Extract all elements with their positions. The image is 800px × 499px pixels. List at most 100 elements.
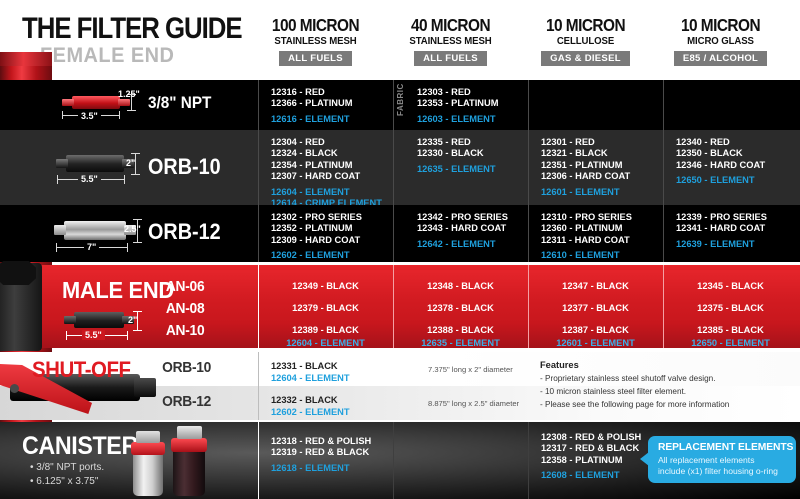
feature-item: - Please see the following page for more… [540,400,730,409]
shut-off-left: SHUT-OFF ORB-10 ORB-12 [0,352,258,420]
part-code-element: 12618 - ELEMENT [271,462,350,473]
part-code: 12303 - RED [417,87,471,97]
canister-black-body [173,449,205,496]
part-code-element: 12604 - ELEMENT [271,372,350,383]
part-code: 12330 - BLACK [417,148,484,159]
cell-3-8-npt-10-micron-micro-glass [663,80,798,130]
male-code-an-08-10mg: 12375 - BLACK [697,303,764,313]
part-code: 12316 - RED [271,87,325,97]
column-micron: 40 MICRON [410,15,491,35]
part-code: 12339 - PRO SERIES [676,212,767,222]
part-code: 12350 - BLACK [676,148,743,159]
part-code-element: 12602 - ELEMENT [271,406,350,417]
dim-length-tick-left [66,331,67,340]
page-title: THE FILTER GUIDE [22,12,243,45]
column-material: MICRO GLASS [687,36,754,47]
filter-3-8-npt-end-right [118,99,130,106]
part-code-element: 12650 - ELEMENT [676,175,755,186]
shut-off-row-label-orb-10: ORB-10 [162,359,212,376]
column-fuel-tag: E85 / ALCOHOL [673,51,768,66]
dim-diameter-tick-top [131,153,140,154]
part-code-element: 12608 - ELEMENT [541,470,620,481]
canister-cells: 12318 - RED & POLISH 12319 - RED & BLACK… [258,422,800,499]
dim-diameter-label: 1.25" [118,89,140,99]
row-left-orb-10: 5.5" 2" ORB-10 [0,130,258,205]
feature-item: - 10 micron stainless steel filter eleme… [540,387,687,396]
part-code: 12306 - HARD COAT [541,171,631,182]
dim-diameter-tick-top [127,94,136,95]
cell-canister-10-micron-cellulose: 12308 - RED & POLISH 12317 - RED & BLACK… [528,422,663,499]
male-element-40: 12635 - ELEMENT [421,338,500,348]
row-left-orb-12: 7" 2.5" ORB-12 [0,205,258,262]
shut-off-row-label-orb-12: ORB-12 [162,393,212,410]
male-end-left: MALE END 5.5" 2" AN-06 AN-08 AN-10 [0,261,258,351]
cell-canister-40-micron [393,422,528,499]
cell-orb-12-10-micron-micro-glass: 12339 - PRO SERIES 12341 - HARD COAT 126… [663,205,798,262]
feature-item: - Proprietary stainless steel shutoff va… [540,374,716,383]
row-cells-orb-12: 12302 - PRO SERIES 12352 - PLATINUM 1230… [258,205,800,262]
part-code: 12308 - RED & POLISH [541,432,642,442]
dim-diameter-tick-bottom [133,242,142,243]
part-code: 12318 - RED & POLISH [271,436,372,446]
canister-left: CANISTER • 3/8" NPT ports. • 6.125" x 3.… [0,422,258,499]
cell-orb-10-10-micron-cellulose: 12301 - RED 12321 - BLACK 12351 - PLATIN… [528,130,663,205]
male-code-an-08-10c: 12377 - BLACK [562,303,629,313]
part-code-element: 12602 - ELEMENT [271,250,350,261]
dim-diameter-line [135,153,136,175]
fabric-label: FABRIC [396,83,405,116]
male-element-10mg: 12650 - ELEMENT [691,338,770,348]
column-material: STAINLESS MESH [274,36,357,47]
part-code: 12332 - BLACK [271,395,338,405]
part-code-element: 12639 - ELEMENT [676,238,755,249]
part-code-element: 12616 - ELEMENT [271,113,350,124]
column-material: STAINLESS MESH [409,36,492,47]
dim-length-label: 7" [84,242,100,252]
part-code-element: 12610 - ELEMENT [541,250,620,261]
column-fuel-tag: ALL FUELS [414,51,487,66]
column-header-100-micron: 100 MICRON STAINLESS MESH ALL FUELS [248,16,383,66]
dim-length-label: 3.5" [78,111,101,121]
male-code-an-08-100: 12379 - BLACK [292,303,359,313]
cell-3-8-npt-10-micron-cellulose [528,80,663,130]
part-code: 12307 - HARD COAT [271,171,361,182]
dim-diameter-line [137,219,138,243]
part-code: 12301 - RED [541,137,595,147]
male-code-an-10-100: 12389 - BLACK [292,325,359,335]
row-cells-orb-10: 12304 - RED 12324 - BLACK 12354 - PLATIN… [258,130,800,208]
part-code: 12340 - RED [676,137,730,147]
part-code: 12317 - RED & BLACK [541,443,640,454]
an-fitting-art [0,263,42,351]
part-code-element: 12642 - ELEMENT [417,238,496,249]
filter-orb-10-body [66,155,124,172]
dim-diameter-tick-top [133,311,142,312]
column-fuel-tag: ALL FUELS [279,51,352,66]
part-code: 12311 - HARD COAT [541,234,630,245]
cell-orb-12-40-micron: 12342 - PRO SERIES 12343 - HARD COAT 126… [393,205,528,262]
part-code: 12335 - RED [417,137,471,147]
dim-diameter-tick-bottom [127,110,136,111]
part-code-element: 12604 - ELEMENT [271,186,350,197]
part-code: 12341 - HARD COAT [676,223,766,234]
part-code: 12352 - PLATINUM [271,223,353,234]
male-row-label-an-06: AN-06 [165,278,205,295]
row-cells-3-8-npt: 12316 - RED 12366 - PLATINUM 12616 - ELE… [258,80,800,130]
dim-diameter-line [131,94,132,111]
section-title-canister: CANISTER [22,432,138,460]
filter-male-end-left [64,316,76,324]
cell-orb-10-40-micron: 12335 - RED 12330 - BLACK 12635 - ELEMEN… [393,130,528,205]
row-orb-12: 7" 2.5" ORB-12 12302 - PRO SERIES 12352 … [0,205,800,262]
male-code-an-06-10mg: 12345 - BLACK [697,281,764,291]
filter-orb-12-body [64,221,126,240]
column-micron: 10 MICRON [545,15,626,35]
part-code-element: 12635 - ELEMENT [417,163,496,174]
column-micron: 10 MICRON [680,15,761,35]
section-male-end: MALE END 5.5" 2" AN-06 AN-08 AN-10 12349… [0,261,800,351]
canister-black-bracket [177,426,202,439]
header: THE FILTER GUIDE FEMALE END 100 MICRON S… [0,0,800,80]
cell-orb-12-10-micron-cellulose: 12310 - PRO SERIES 12360 - PLATINUM 1231… [528,205,663,262]
cell-orb-10-100-micron: 12304 - RED 12324 - BLACK 12354 - PLATIN… [258,130,393,208]
canister-spec: • 3/8" NPT ports. [30,462,105,473]
part-code: 12324 - BLACK [271,148,338,159]
part-code: 12351 - PLATINUM [541,159,623,170]
shut-off-dimension-orb-10: 7.375" long x 2" diameter [428,365,513,374]
